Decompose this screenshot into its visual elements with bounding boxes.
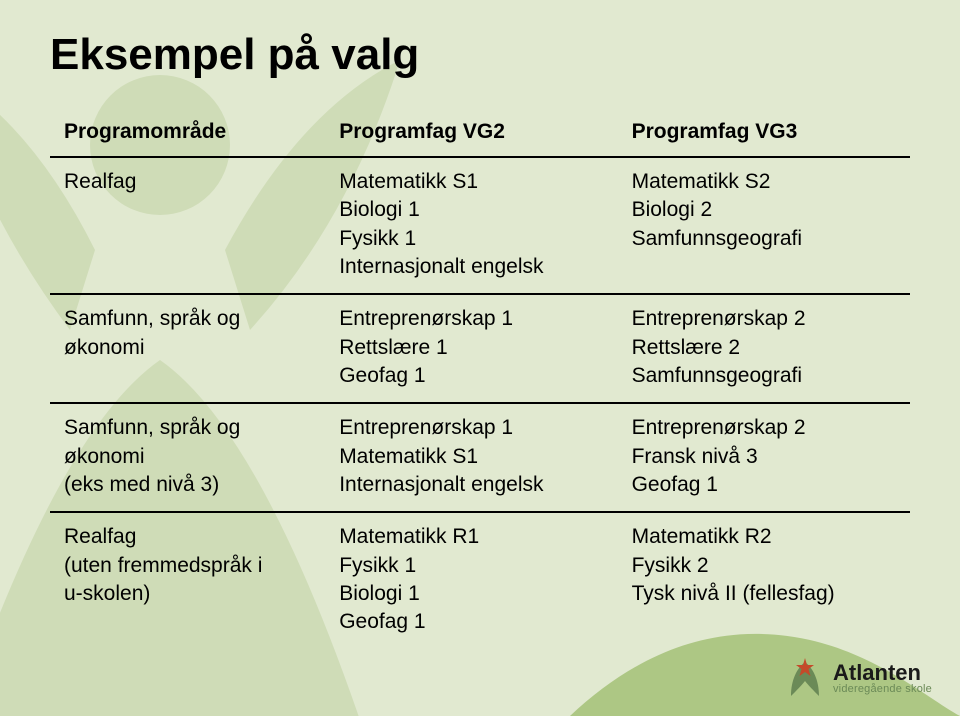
cell: Matematikk R1 Fysikk 1 Biologi 1 Geofag … [325, 512, 617, 648]
col-header-1: Programfag VG2 [325, 110, 617, 157]
cell: Samfunn, språk og økonomi (eks med nivå … [50, 403, 325, 512]
cell: Entreprenørskap 2 Rettslære 2 Samfunnsge… [618, 294, 910, 403]
logo-text: Atlanten videregående skole [833, 661, 932, 696]
cell: Matematikk R2 Fysikk 2 Tysk nivå II (fel… [618, 512, 910, 648]
cell: Realfag [50, 157, 325, 294]
cell: Entreprenørskap 1 Matematikk S1 Internas… [325, 403, 617, 512]
slide-content: Eksempel på valg Programområde Programfa… [0, 0, 960, 649]
cell: Matematikk S2 Biologi 2 Samfunnsgeografi [618, 157, 910, 294]
col-header-0: Programområde [50, 110, 325, 157]
cell: Samfunn, språk og økonomi [50, 294, 325, 403]
logo-mark-icon [783, 656, 827, 700]
cell: Entreprenørskap 1 Rettslære 1 Geofag 1 [325, 294, 617, 403]
logo-main-text: Atlanten [833, 661, 932, 684]
program-table: Programområde Programfag VG2 Programfag … [50, 110, 910, 649]
slide-title: Eksempel på valg [50, 30, 910, 80]
table-row: Realfag Matematikk S1 Biologi 1 Fysikk 1… [50, 157, 910, 294]
cell: Entreprenørskap 2 Fransk nivå 3 Geofag 1 [618, 403, 910, 512]
table-header-row: Programområde Programfag VG2 Programfag … [50, 110, 910, 157]
table-row: Samfunn, språk og økonomi (eks med nivå … [50, 403, 910, 512]
table-row: Samfunn, språk og økonomi Entreprenørska… [50, 294, 910, 403]
col-header-2: Programfag VG3 [618, 110, 910, 157]
table-row: Realfag (uten fremmedspråk i u-skolen) M… [50, 512, 910, 648]
school-logo: Atlanten videregående skole [783, 656, 932, 700]
cell: Matematikk S1 Biologi 1 Fysikk 1 Interna… [325, 157, 617, 294]
logo-sub-text: videregående skole [833, 684, 932, 696]
cell: Realfag (uten fremmedspråk i u-skolen) [50, 512, 325, 648]
